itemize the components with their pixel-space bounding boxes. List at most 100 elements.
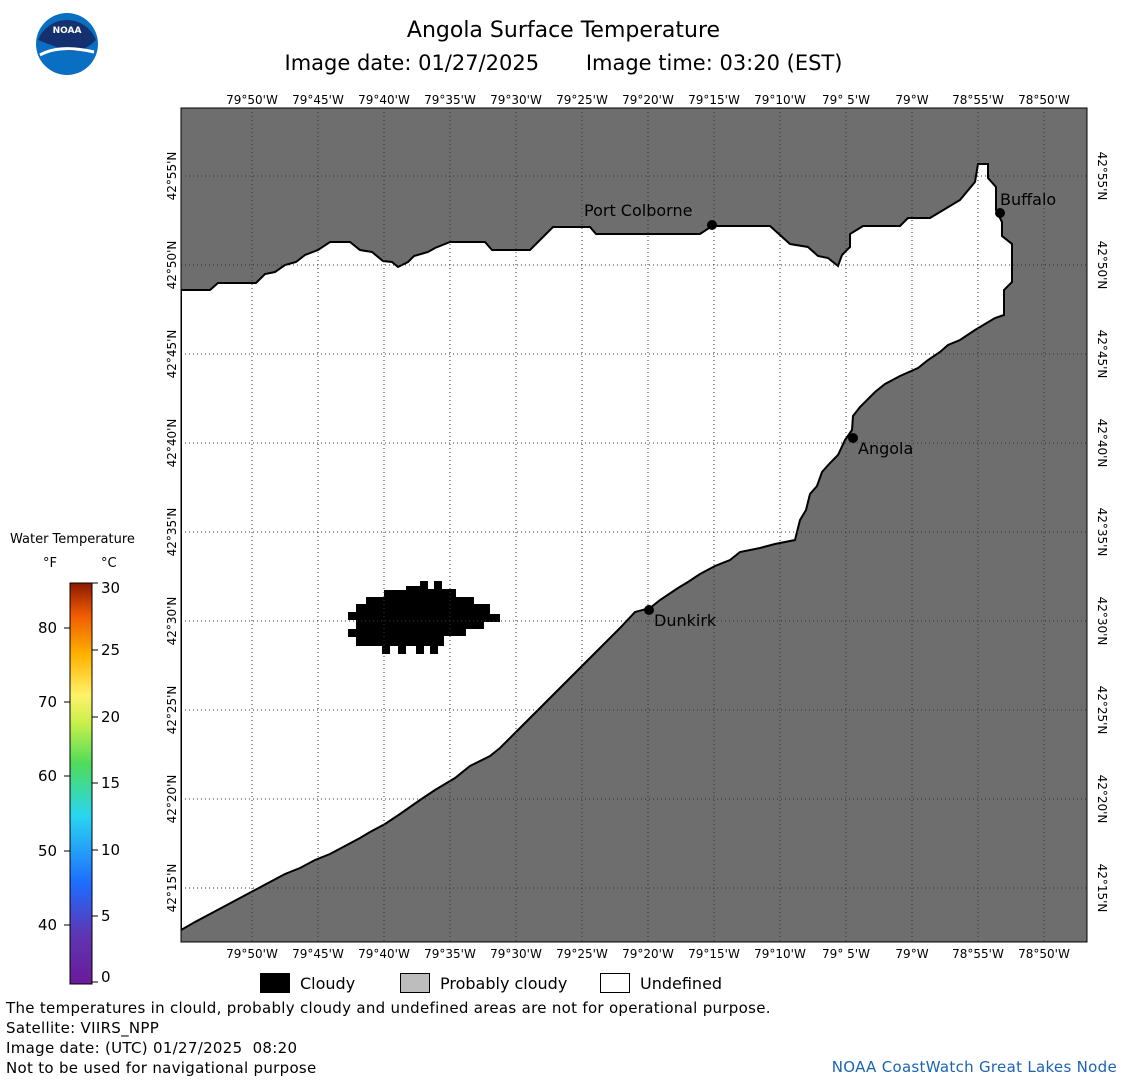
lon-label: 79°50'W — [226, 947, 278, 961]
lat-labels-left: 42°55'N 42°50'N 42°45'N 42°40'N 42°35'N … — [165, 152, 179, 913]
lat-label: 42°50'N — [1095, 241, 1109, 290]
city-label-angola: Angola — [858, 439, 913, 458]
color-bar-ticks — [64, 582, 98, 983]
lon-label: 79°25'W — [556, 93, 608, 107]
lon-label: 79°30'W — [490, 947, 542, 961]
unit-fahrenheit: °F — [43, 556, 57, 571]
lat-label: 42°35'N — [165, 508, 179, 557]
lon-label: 79° 5'W — [822, 947, 870, 961]
swatch-cloudy — [260, 973, 290, 993]
scale-label-f: 40 — [38, 916, 58, 934]
lon-label: 78°55'W — [952, 947, 1004, 961]
lon-label: 79°45'W — [292, 947, 344, 961]
lon-label: 79°10'W — [754, 93, 806, 107]
lat-label: 42°25'N — [165, 686, 179, 735]
lon-label: 79°40'W — [358, 947, 410, 961]
lat-label: 42°15'N — [1095, 864, 1109, 913]
scale-label-c: 25 — [101, 641, 121, 659]
swatch-undefined — [600, 973, 630, 993]
lon-labels-top: 79°50'W 79°45'W 79°40'W 79°35'W 79°30'W … — [226, 93, 1070, 107]
lake-erie-water — [181, 163, 1013, 932]
lat-label: 42°30'N — [1095, 597, 1109, 646]
lon-label: 79°15'W — [688, 93, 740, 107]
lon-label: 79°W — [895, 93, 928, 107]
scale-label-f: 80 — [38, 619, 58, 637]
city-label-dunkirk: Dunkirk — [654, 611, 717, 630]
lat-label: 42°40'N — [1095, 419, 1109, 468]
lon-label: 79°25'W — [556, 947, 608, 961]
lon-label: 79°50'W — [226, 93, 278, 107]
lon-label: 79° 5'W — [822, 93, 870, 107]
lat-label: 42°55'N — [1095, 152, 1109, 201]
lon-label: 78°50'W — [1018, 947, 1070, 961]
lat-label: 42°40'N — [165, 419, 179, 468]
lat-label: 42°30'N — [165, 597, 179, 646]
cloud-area — [348, 581, 500, 654]
lat-label: 42°15'N — [165, 864, 179, 913]
lon-label: 79°20'W — [622, 947, 674, 961]
unit-celsius: °C — [101, 556, 117, 571]
lon-label: 78°55'W — [952, 93, 1004, 107]
lat-label: 42°50'N — [165, 241, 179, 290]
lon-label: 79°10'W — [754, 947, 806, 961]
city-label-port-colborne: Port Colborne — [584, 201, 692, 220]
lon-label: 79°35'W — [424, 947, 476, 961]
lat-label: 42°20'N — [1095, 775, 1109, 824]
lon-label: 79°40'W — [358, 93, 410, 107]
city-marker-port-colborne — [707, 220, 717, 230]
lon-label: 78°50'W — [1018, 93, 1070, 107]
lat-label: 42°45'N — [165, 330, 179, 379]
scale-label-f: 70 — [38, 693, 58, 711]
credit-text: NOAA CoastWatch Great Lakes Node — [831, 1058, 1117, 1076]
lon-label: 79°15'W — [688, 947, 740, 961]
image-datetime: Image date: 01/27/2025 Image time: 03:20… — [0, 51, 1127, 75]
legend-probably-cloudy: Probably cloudy — [400, 972, 567, 994]
legend-undefined-label: Undefined — [640, 973, 723, 993]
navigation-warning: Not to be used for navigational purpose — [6, 1059, 317, 1077]
lat-labels-right: 42°55'N 42°50'N 42°45'N 42°40'N 42°35'N … — [1095, 152, 1109, 913]
graticule — [181, 108, 1087, 942]
city-label-buffalo: Buffalo — [1000, 190, 1056, 209]
map-title: Angola Surface Temperature — [406, 18, 721, 43]
legend-probably-cloudy-label: Probably cloudy — [440, 973, 568, 993]
legend-undefined: Undefined — [600, 972, 722, 994]
city-marker-dunkirk — [644, 605, 654, 615]
lon-label: 79°W — [895, 947, 928, 961]
scale-label-c: 15 — [101, 774, 121, 792]
lon-label: 79°35'W — [424, 93, 476, 107]
swatch-probably-cloudy — [400, 973, 430, 993]
lat-label: 42°25'N — [1095, 686, 1109, 735]
image-date: Image date: 01/27/2025 — [284, 51, 540, 75]
lon-label: 79°45'W — [292, 93, 344, 107]
lat-label: 42°35'N — [1095, 508, 1109, 557]
image-time: Image time: 03:20 (EST) — [585, 51, 843, 75]
lat-label: 42°55'N — [165, 152, 179, 201]
noaa-logo-text: NOAA — [53, 26, 82, 36]
scale-label-f: 50 — [38, 842, 58, 860]
scale-label-c: 10 — [101, 841, 121, 859]
scale-label-c: 0 — [101, 968, 111, 986]
disclaimer-text: The temperatures in clould, probably clo… — [6, 999, 771, 1017]
scale-label-c: 5 — [101, 907, 111, 925]
map-area: Port Colborne Buffalo Angola Dunkirk — [181, 108, 1087, 942]
legend-cloudy: Cloudy — [260, 972, 355, 994]
lat-label: 42°45'N — [1095, 330, 1109, 379]
city-marker-angola — [848, 433, 858, 443]
noaa-logo: NOAA — [36, 13, 98, 75]
scale-label-c: 20 — [101, 708, 121, 726]
utc-date-text: Image date: (UTC) 01/27/2025 08:20 — [6, 1039, 298, 1057]
temperature-color-bar — [69, 582, 93, 985]
legend-cloudy-label: Cloudy — [300, 973, 356, 993]
map-frame — [180, 107, 1088, 943]
scale-label-f: 60 — [38, 767, 58, 785]
lon-labels-bottom: 79°50'W 79°45'W 79°40'W 79°35'W 79°30'W … — [226, 947, 1070, 961]
city-marker-buffalo — [995, 208, 1005, 218]
lon-label: 79°30'W — [490, 93, 542, 107]
scale-label-c: 30 — [101, 579, 121, 597]
satellite-text: Satellite: VIIRS_NPP — [6, 1019, 160, 1037]
legend-title: Water Temperature — [10, 532, 135, 547]
lon-label: 79°20'W — [622, 93, 674, 107]
lat-label: 42°20'N — [165, 775, 179, 824]
